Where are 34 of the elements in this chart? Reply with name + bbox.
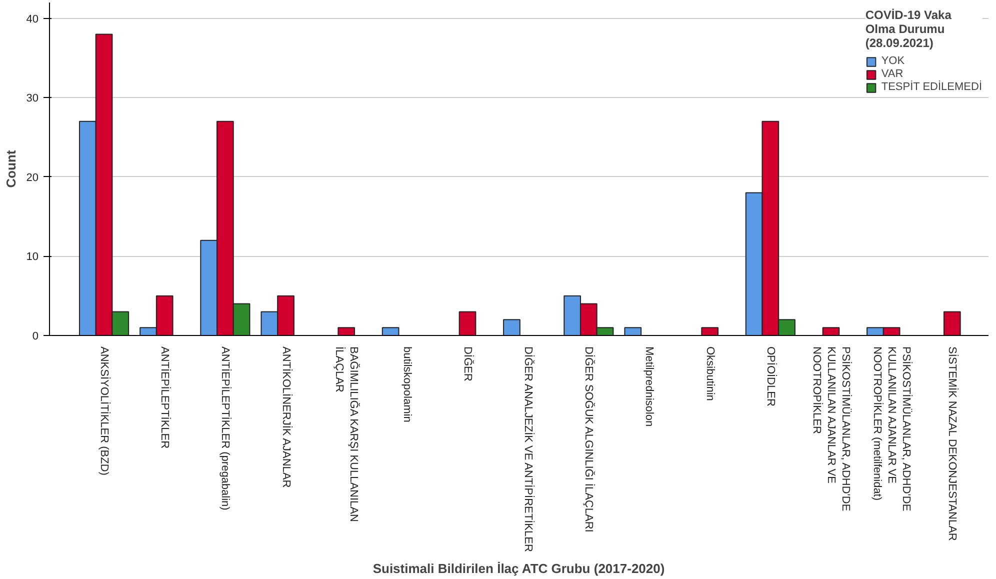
legend-title: COVİD-19 Vaka Olma Durumu (28.09.2021) [865, 8, 952, 50]
legend-label: TESPİT EDİLEMEDİ [881, 81, 982, 93]
bar [338, 327, 356, 336]
bar [822, 327, 840, 336]
x-tick-label: BAĞIMLILIĞA KARŞI KULLANILAN İLAÇLAR [333, 346, 361, 522]
bar [458, 311, 476, 336]
x-tick-label: Metilprednisolon [643, 346, 656, 427]
x-tick-label: Oksibutinin [704, 346, 716, 401]
y-tick-label: 10 [26, 251, 39, 264]
y-tick-label: 0 [32, 330, 39, 342]
x-tick-label: PSİKOSTİMÜLANLAR, ADHD'DE KULLANILAN AJANLAR VE NOOTROPİKLER [810, 346, 852, 512]
x-tick-label: butilskopolamin [400, 346, 413, 422]
x-tick-label: DİĞER SOĞUK ALGINLIĞI İLAÇLARI [582, 346, 596, 532]
bar [382, 327, 400, 336]
y-tick-label: 40 [26, 13, 39, 26]
bar [943, 311, 961, 336]
x-tick-label: PSİKOSTİMÜLANLAR, ADHD'DE KULLANILAN AJANLAR VE NOOTROPİKLER (metilfenidat) [871, 346, 913, 512]
x-tick-label: ANTİKOLİNERJİK AJANLAR [280, 346, 293, 488]
y-axis-title: Count [3, 150, 18, 188]
bar [701, 327, 719, 336]
x-tick-label: DİĞER [462, 346, 475, 382]
x-tick-label: OPİOİDLER [764, 346, 778, 406]
x-tick-label: SİSTEMİK NAZAL DEKONJESTANLAR [946, 346, 960, 541]
bar [503, 319, 520, 336]
legend-label: YOK [881, 55, 905, 67]
legend-label: VAR [881, 68, 904, 80]
y-tick-label: 20 [26, 172, 39, 184]
x-tick-label: ANKSİYOLİTİKLER (BZD) [98, 346, 112, 476]
x-tick-label: ANTİEPİLEPTİKLER (pregabalin) [219, 346, 232, 510]
x-tick-label: DİĞER ANALJEZİK VE ANTİPİRETİKLER [522, 346, 536, 552]
x-axis-title: Suistimali Bildirilen İlaç ATC Grubu (2017-2020) [372, 561, 665, 576]
bar [624, 327, 642, 336]
y-tick-label: 30 [26, 92, 39, 105]
x-tick-label: ANTİEPİLEPTİKLER [158, 346, 172, 449]
